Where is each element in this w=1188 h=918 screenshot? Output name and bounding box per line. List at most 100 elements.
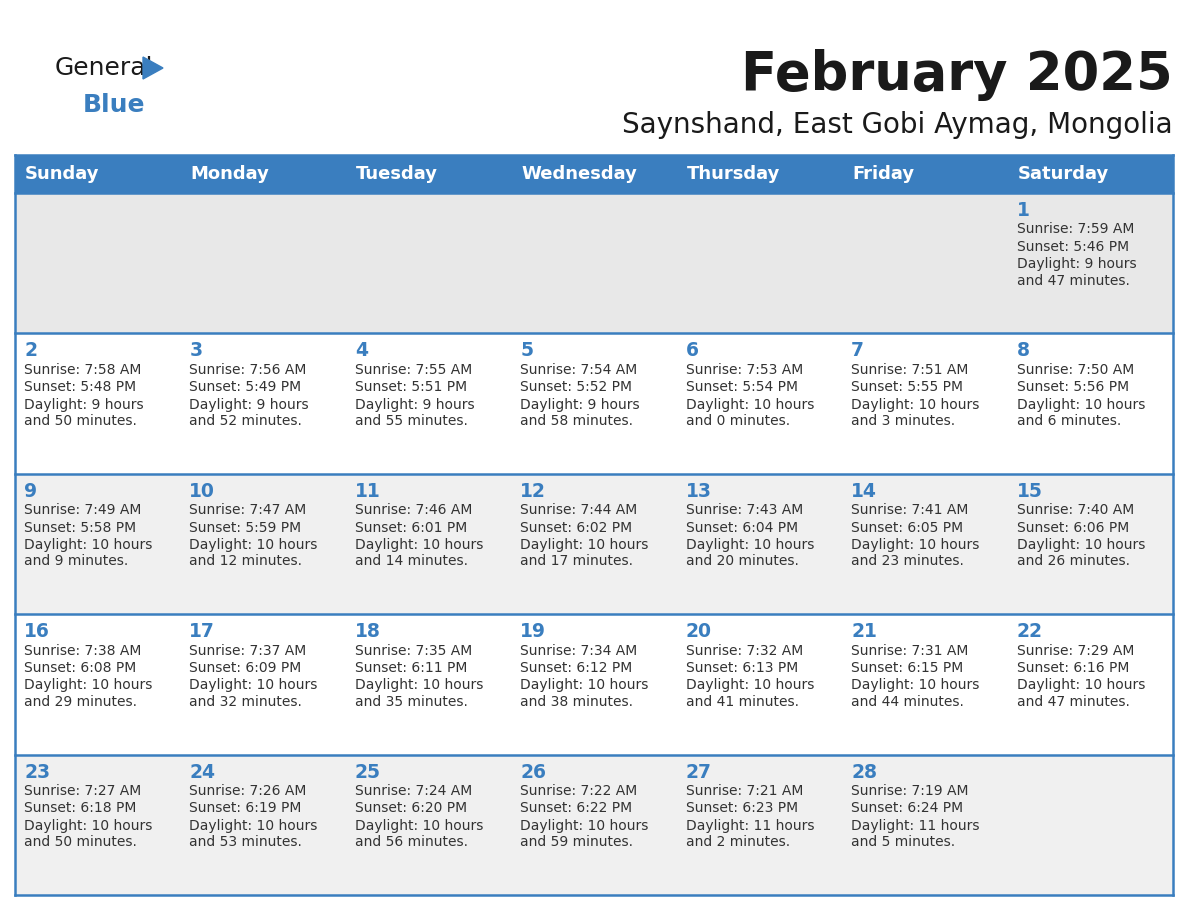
Text: Daylight: 9 hours: Daylight: 9 hours <box>520 397 640 411</box>
Bar <box>842 474 1007 614</box>
Text: and 52 minutes.: and 52 minutes. <box>189 414 302 428</box>
Text: 1: 1 <box>1017 201 1030 220</box>
Bar <box>1007 193 1173 333</box>
Text: and 2 minutes.: and 2 minutes. <box>685 835 790 849</box>
Bar <box>677 193 842 333</box>
Text: Sunset: 5:52 PM: Sunset: 5:52 PM <box>520 380 632 394</box>
Bar <box>181 155 346 193</box>
Bar <box>15 193 181 333</box>
Text: Daylight: 11 hours: Daylight: 11 hours <box>685 819 814 833</box>
Text: Sunset: 6:06 PM: Sunset: 6:06 PM <box>1017 521 1129 534</box>
Bar <box>346 755 511 895</box>
Text: Sunrise: 7:26 AM: Sunrise: 7:26 AM <box>189 784 307 798</box>
Text: and 55 minutes.: and 55 minutes. <box>355 414 468 428</box>
Text: Sunset: 6:19 PM: Sunset: 6:19 PM <box>189 801 302 815</box>
Text: Sunrise: 7:55 AM: Sunrise: 7:55 AM <box>355 363 472 377</box>
Text: Tuesday: Tuesday <box>356 165 438 183</box>
Text: Sunset: 6:23 PM: Sunset: 6:23 PM <box>685 801 798 815</box>
Text: and 47 minutes.: and 47 minutes. <box>1017 274 1130 287</box>
Text: and 12 minutes.: and 12 minutes. <box>189 554 303 568</box>
Bar <box>1007 333 1173 474</box>
Text: Sunrise: 7:38 AM: Sunrise: 7:38 AM <box>24 644 141 657</box>
Text: Daylight: 10 hours: Daylight: 10 hours <box>24 538 152 552</box>
Text: Blue: Blue <box>83 93 145 117</box>
Text: Sunset: 5:46 PM: Sunset: 5:46 PM <box>1017 240 1129 253</box>
Text: and 29 minutes.: and 29 minutes. <box>24 695 137 709</box>
Text: 8: 8 <box>1017 341 1030 361</box>
Text: Daylight: 10 hours: Daylight: 10 hours <box>520 538 649 552</box>
Text: 19: 19 <box>520 622 546 641</box>
Text: Sunset: 6:08 PM: Sunset: 6:08 PM <box>24 661 137 675</box>
Text: Sunset: 6:24 PM: Sunset: 6:24 PM <box>851 801 963 815</box>
Text: Sunday: Sunday <box>25 165 100 183</box>
Text: 21: 21 <box>851 622 877 641</box>
Text: Sunset: 5:54 PM: Sunset: 5:54 PM <box>685 380 797 394</box>
Text: Daylight: 10 hours: Daylight: 10 hours <box>355 678 484 692</box>
Text: Daylight: 9 hours: Daylight: 9 hours <box>24 397 144 411</box>
Text: 4: 4 <box>355 341 368 361</box>
Text: Sunset: 6:02 PM: Sunset: 6:02 PM <box>520 521 632 534</box>
Bar <box>511 474 677 614</box>
Text: 25: 25 <box>355 763 381 781</box>
Text: and 41 minutes.: and 41 minutes. <box>685 695 798 709</box>
Text: Sunrise: 7:35 AM: Sunrise: 7:35 AM <box>355 644 472 657</box>
Text: and 9 minutes.: and 9 minutes. <box>24 554 128 568</box>
Text: Sunset: 6:09 PM: Sunset: 6:09 PM <box>189 661 302 675</box>
Text: Daylight: 10 hours: Daylight: 10 hours <box>851 538 980 552</box>
Text: Friday: Friday <box>852 165 915 183</box>
Text: Sunset: 5:51 PM: Sunset: 5:51 PM <box>355 380 467 394</box>
Bar <box>677 333 842 474</box>
Text: Sunset: 6:16 PM: Sunset: 6:16 PM <box>1017 661 1129 675</box>
Text: Daylight: 10 hours: Daylight: 10 hours <box>520 819 649 833</box>
Bar <box>1007 155 1173 193</box>
Bar <box>346 155 511 193</box>
Text: and 26 minutes.: and 26 minutes. <box>1017 554 1130 568</box>
Bar <box>842 155 1007 193</box>
Text: Sunrise: 7:47 AM: Sunrise: 7:47 AM <box>189 503 307 517</box>
Text: 23: 23 <box>24 763 50 781</box>
Text: Daylight: 10 hours: Daylight: 10 hours <box>851 678 980 692</box>
Text: Sunset: 6:22 PM: Sunset: 6:22 PM <box>520 801 632 815</box>
Text: 27: 27 <box>685 763 712 781</box>
Bar <box>181 614 346 755</box>
Text: Daylight: 10 hours: Daylight: 10 hours <box>520 678 649 692</box>
Text: Daylight: 9 hours: Daylight: 9 hours <box>1017 257 1136 271</box>
Text: and 59 minutes.: and 59 minutes. <box>520 835 633 849</box>
Text: and 0 minutes.: and 0 minutes. <box>685 414 790 428</box>
Text: Sunrise: 7:21 AM: Sunrise: 7:21 AM <box>685 784 803 798</box>
Text: Sunset: 6:11 PM: Sunset: 6:11 PM <box>355 661 467 675</box>
Bar <box>346 614 511 755</box>
Text: 28: 28 <box>851 763 877 781</box>
Bar <box>181 474 346 614</box>
Text: Sunrise: 7:22 AM: Sunrise: 7:22 AM <box>520 784 638 798</box>
Text: 5: 5 <box>520 341 533 361</box>
Text: and 47 minutes.: and 47 minutes. <box>1017 695 1130 709</box>
Text: 7: 7 <box>851 341 864 361</box>
Text: Daylight: 10 hours: Daylight: 10 hours <box>851 397 980 411</box>
Text: Sunset: 6:20 PM: Sunset: 6:20 PM <box>355 801 467 815</box>
Text: and 58 minutes.: and 58 minutes. <box>520 414 633 428</box>
Text: Sunset: 6:18 PM: Sunset: 6:18 PM <box>24 801 137 815</box>
Text: Sunrise: 7:58 AM: Sunrise: 7:58 AM <box>24 363 141 377</box>
Text: Sunset: 6:13 PM: Sunset: 6:13 PM <box>685 661 798 675</box>
Text: 24: 24 <box>189 763 215 781</box>
Bar <box>181 755 346 895</box>
Text: Monday: Monday <box>190 165 270 183</box>
Text: Saturday: Saturday <box>1018 165 1108 183</box>
Text: and 6 minutes.: and 6 minutes. <box>1017 414 1120 428</box>
Bar <box>15 755 181 895</box>
Bar <box>1007 755 1173 895</box>
Text: 6: 6 <box>685 341 699 361</box>
Text: Sunrise: 7:37 AM: Sunrise: 7:37 AM <box>189 644 307 657</box>
Text: and 56 minutes.: and 56 minutes. <box>355 835 468 849</box>
Text: Sunrise: 7:54 AM: Sunrise: 7:54 AM <box>520 363 638 377</box>
Text: 17: 17 <box>189 622 215 641</box>
Text: Wednesday: Wednesday <box>522 165 637 183</box>
Text: Sunset: 5:56 PM: Sunset: 5:56 PM <box>1017 380 1129 394</box>
Text: 9: 9 <box>24 482 37 501</box>
Bar <box>15 333 181 474</box>
Text: Sunrise: 7:49 AM: Sunrise: 7:49 AM <box>24 503 141 517</box>
Text: Thursday: Thursday <box>687 165 781 183</box>
Text: Daylight: 10 hours: Daylight: 10 hours <box>685 397 814 411</box>
Text: Daylight: 10 hours: Daylight: 10 hours <box>24 819 152 833</box>
